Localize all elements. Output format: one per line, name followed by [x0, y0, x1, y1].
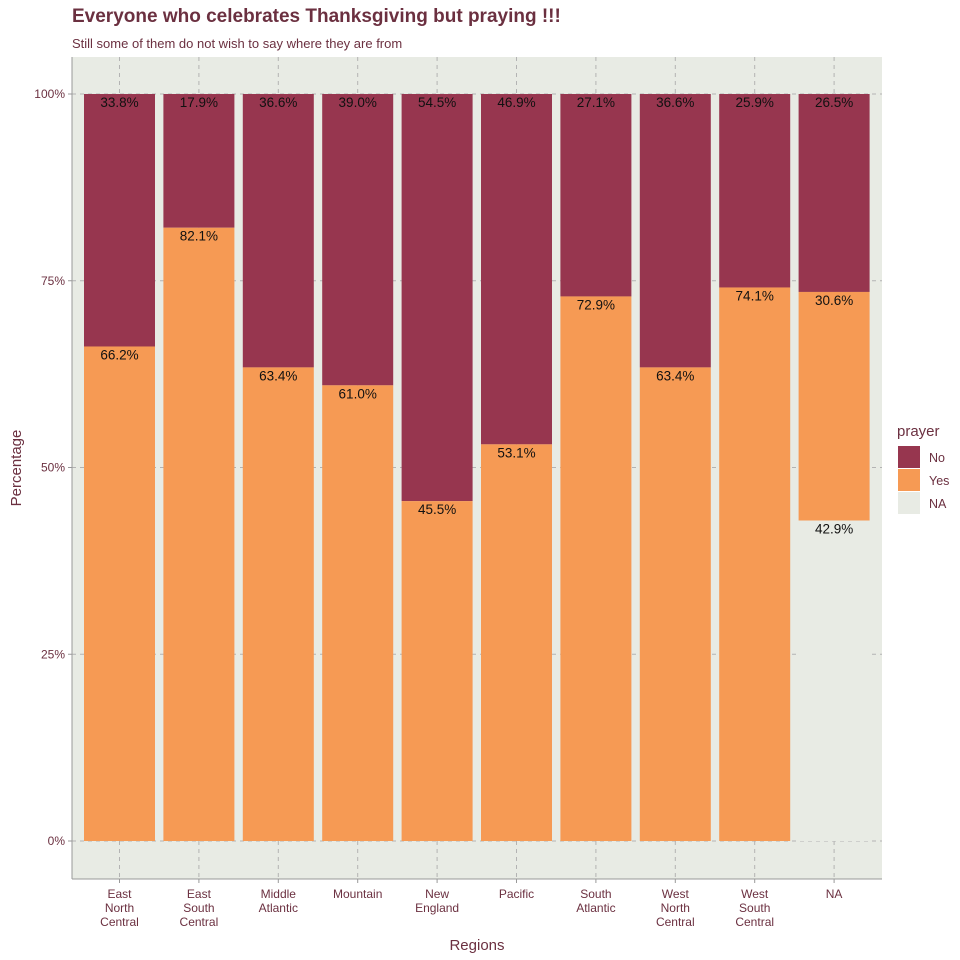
y-tick-label: 0% — [48, 834, 66, 848]
bar-no — [481, 94, 552, 445]
bar-label-yes: 30.6% — [815, 293, 853, 308]
x-tick-label: New England — [415, 887, 459, 915]
x-tick-label: West North Central — [656, 887, 695, 929]
bar-label-yes: 53.1% — [497, 445, 535, 460]
x-tick-label: East North Central — [100, 887, 139, 929]
legend-label-na: NA — [929, 497, 947, 511]
bar-labels: 33.8% 66.2% 17.9% 82.1% 36.6% 63.4% 39.0% 61.0%… — [100, 95, 853, 537]
legend: prayer No Yes NA — [897, 423, 949, 514]
y-tick-label: 100% — [34, 87, 65, 101]
chart-title: Everyone who celebrates Thanksgiving but… — [72, 6, 561, 27]
x-tick-label: East South Central — [180, 887, 219, 929]
legend-title: prayer — [897, 423, 940, 440]
x-axis-title: Regions — [449, 937, 504, 954]
bar-label-na: 42.9% — [815, 522, 853, 537]
bar-no — [798, 94, 870, 292]
x-tick-label: Mountain — [333, 887, 382, 901]
x-tick-label: Middle Atlantic — [259, 887, 298, 915]
bar-yes — [798, 291, 870, 521]
bar-label-no: 39.0% — [339, 95, 377, 110]
bar-label-yes: 45.5% — [418, 502, 456, 517]
bar-label-no: 36.6% — [259, 95, 297, 110]
y-tick-label: 25% — [41, 647, 65, 661]
bar-no — [322, 94, 394, 386]
y-tick-label: 50% — [41, 461, 65, 475]
x-tick-label: NA — [826, 887, 843, 901]
bar-label-no: 25.9% — [736, 95, 774, 110]
bar-label-yes: 63.4% — [656, 368, 694, 383]
x-tick-label: West South Central — [735, 887, 774, 929]
bar-no — [560, 94, 632, 297]
bar-label-no: 26.5% — [815, 95, 853, 110]
x-tick-label: South Atlantic — [576, 887, 615, 915]
bar-no — [639, 94, 711, 368]
bar-no — [242, 94, 314, 368]
legend-swatch-na — [898, 492, 920, 514]
bar-yes — [84, 346, 155, 841]
bar-label-yes: 61.0% — [339, 386, 377, 401]
bar-no — [401, 94, 473, 502]
bar-no — [84, 94, 155, 347]
y-tick-label: 75% — [41, 274, 65, 288]
bar-label-no: 54.5% — [418, 95, 456, 110]
bar-yes — [163, 227, 235, 841]
bar-yes — [242, 367, 314, 841]
bar-yes — [560, 296, 632, 841]
chart-subtitle: Still some of them do not wish to say wh… — [72, 36, 403, 51]
bar-label-yes: 66.2% — [100, 347, 138, 362]
bar-no — [719, 94, 791, 288]
bar-yes — [481, 444, 552, 841]
bar-label-no: 27.1% — [577, 95, 615, 110]
bar-label-yes: 82.1% — [180, 229, 218, 244]
x-axis: East North Central East South Central Middle At… — [72, 878, 882, 929]
legend-label-no: No — [929, 451, 945, 465]
bar-label-no: 17.9% — [180, 95, 218, 110]
y-axis-title: Percentage — [8, 430, 25, 507]
bar-label-yes: 72.9% — [577, 297, 615, 312]
x-tick-label: Pacific — [499, 887, 534, 901]
bar-na — [798, 520, 870, 841]
bar-label-yes: 63.4% — [259, 368, 297, 383]
legend-label-yes: Yes — [929, 474, 949, 488]
bar-yes — [719, 287, 791, 841]
bar-label-no: 46.9% — [497, 95, 535, 110]
y-axis: 0% 25% 50% 75% 100% — [34, 57, 73, 879]
bar-label-no: 36.6% — [656, 95, 694, 110]
bars — [84, 94, 870, 841]
legend-swatch-yes — [898, 469, 920, 491]
bar-no — [163, 94, 235, 228]
bar-yes — [639, 367, 711, 841]
legend-swatch-no — [898, 446, 920, 468]
bar-yes — [401, 501, 473, 841]
bar-label-yes: 74.1% — [736, 288, 774, 303]
bar-yes — [322, 385, 394, 841]
bar-label-no: 33.8% — [100, 95, 138, 110]
